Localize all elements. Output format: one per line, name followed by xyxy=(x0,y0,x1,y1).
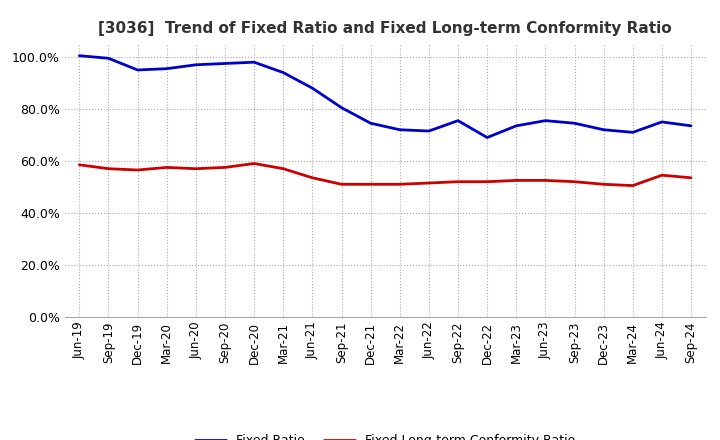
Fixed Ratio xyxy=(337,105,346,110)
Line: Fixed Long-term Conformity Ratio: Fixed Long-term Conformity Ratio xyxy=(79,164,691,186)
Fixed Long-term Conformity Ratio xyxy=(599,182,608,187)
Fixed Long-term Conformity Ratio xyxy=(163,165,171,170)
Fixed Ratio xyxy=(163,66,171,71)
Fixed Long-term Conformity Ratio xyxy=(220,165,229,170)
Line: Fixed Ratio: Fixed Ratio xyxy=(79,56,691,138)
Fixed Long-term Conformity Ratio xyxy=(308,175,317,180)
Fixed Long-term Conformity Ratio xyxy=(279,166,287,171)
Fixed Long-term Conformity Ratio xyxy=(192,166,200,171)
Fixed Ratio xyxy=(657,119,666,125)
Fixed Ratio xyxy=(308,85,317,91)
Fixed Long-term Conformity Ratio xyxy=(104,166,113,171)
Fixed Long-term Conformity Ratio xyxy=(629,183,637,188)
Fixed Ratio xyxy=(570,121,579,126)
Fixed Ratio xyxy=(279,70,287,75)
Fixed Long-term Conformity Ratio xyxy=(425,180,433,186)
Fixed Long-term Conformity Ratio xyxy=(483,179,492,184)
Fixed Long-term Conformity Ratio xyxy=(570,179,579,184)
Fixed Long-term Conformity Ratio xyxy=(541,178,550,183)
Fixed Ratio xyxy=(483,135,492,140)
Fixed Ratio xyxy=(454,118,462,123)
Fixed Ratio xyxy=(687,123,696,128)
Fixed Long-term Conformity Ratio xyxy=(657,172,666,178)
Fixed Ratio xyxy=(75,53,84,59)
Fixed Long-term Conformity Ratio xyxy=(75,162,84,168)
Fixed Long-term Conformity Ratio xyxy=(366,182,375,187)
Fixed Long-term Conformity Ratio xyxy=(250,161,258,166)
Fixed Ratio xyxy=(366,121,375,126)
Fixed Long-term Conformity Ratio xyxy=(133,167,142,172)
Fixed Ratio xyxy=(425,128,433,134)
Fixed Ratio xyxy=(220,61,229,66)
Legend: Fixed Ratio, Fixed Long-term Conformity Ratio: Fixed Ratio, Fixed Long-term Conformity … xyxy=(190,429,580,440)
Fixed Long-term Conformity Ratio xyxy=(687,175,696,180)
Title: [3036]  Trend of Fixed Ratio and Fixed Long-term Conformity Ratio: [3036] Trend of Fixed Ratio and Fixed Lo… xyxy=(99,21,672,36)
Fixed Ratio xyxy=(599,127,608,132)
Fixed Long-term Conformity Ratio xyxy=(395,182,404,187)
Fixed Ratio xyxy=(395,127,404,132)
Fixed Long-term Conformity Ratio xyxy=(454,179,462,184)
Fixed Long-term Conformity Ratio xyxy=(512,178,521,183)
Fixed Long-term Conformity Ratio xyxy=(337,182,346,187)
Fixed Ratio xyxy=(104,55,113,61)
Fixed Ratio xyxy=(250,59,258,65)
Fixed Ratio xyxy=(192,62,200,67)
Fixed Ratio xyxy=(512,123,521,128)
Fixed Ratio xyxy=(541,118,550,123)
Fixed Ratio xyxy=(133,67,142,73)
Fixed Ratio xyxy=(629,130,637,135)
